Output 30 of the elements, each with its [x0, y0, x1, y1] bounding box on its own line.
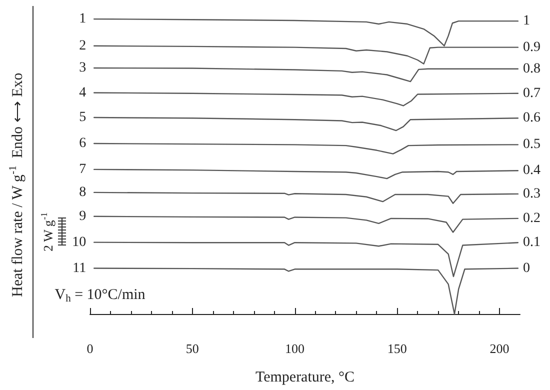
x-tick-label: 200 [490, 341, 510, 356]
series-label: 4 [79, 85, 86, 100]
text: 0.9 [522, 40, 540, 55]
series-label: 1 [522, 14, 530, 29]
series-label: 11 [72, 260, 86, 276]
text: 0.3 [522, 186, 540, 202]
text: 0.8 [522, 61, 540, 76]
text: 0.5 [522, 137, 540, 152]
series-label: 10 [72, 234, 86, 250]
x-tick-label: 50 [186, 341, 199, 356]
text: 0.4 [522, 163, 540, 178]
series-label: 7 [79, 162, 86, 177]
x-tick-label: 0 [86, 341, 94, 356]
text: 0.1 [522, 235, 540, 250]
x-tick-label: 100 [285, 341, 305, 356]
text: 0 [522, 260, 530, 276]
text: 0.6 [522, 110, 540, 126]
text: 2 W g-1 [39, 212, 56, 252]
text: 0.7 [522, 86, 540, 101]
series-label: 3 [79, 60, 86, 76]
series-label: 5 [79, 110, 86, 126]
series-label: 2 [79, 38, 86, 54]
x-tick-label: 150 [387, 341, 407, 356]
series-label: 6 [79, 136, 86, 151]
series-label: 8 [79, 184, 86, 200]
x-axis-title: Temperature, °C [255, 370, 355, 386]
text: 0.2 [522, 210, 540, 226]
series-label: 9 [79, 208, 86, 224]
y-axis-title: Heat flow rate / W g-1 Endo ⟷ Exo [8, 72, 26, 297]
text: 1 [79, 12, 86, 26]
